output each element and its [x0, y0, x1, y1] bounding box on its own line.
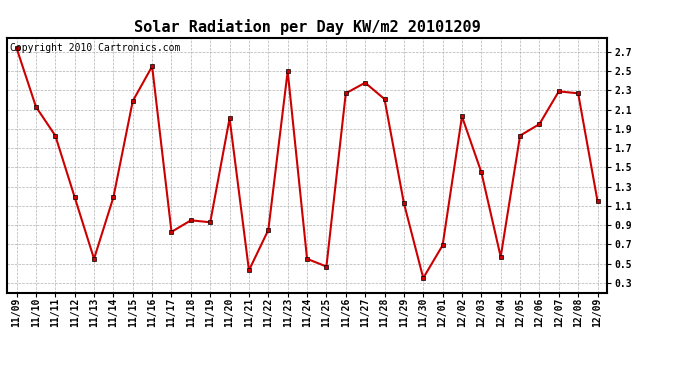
- Text: Copyright 2010 Cartronics.com: Copyright 2010 Cartronics.com: [10, 43, 180, 52]
- Title: Solar Radiation per Day KW/m2 20101209: Solar Radiation per Day KW/m2 20101209: [134, 19, 480, 35]
